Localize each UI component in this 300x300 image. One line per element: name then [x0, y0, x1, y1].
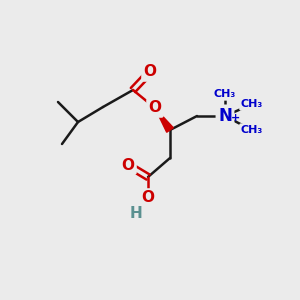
Text: O: O: [122, 158, 134, 172]
Text: O: O: [142, 190, 154, 206]
Text: +: +: [230, 113, 240, 123]
Polygon shape: [155, 108, 173, 132]
Text: N: N: [218, 107, 232, 125]
Text: CH₃: CH₃: [214, 89, 236, 99]
Text: O: O: [148, 100, 161, 116]
Text: H: H: [130, 206, 142, 220]
Text: CH₃: CH₃: [241, 99, 263, 109]
Text: O: O: [143, 64, 157, 80]
Text: CH₃: CH₃: [241, 125, 263, 135]
